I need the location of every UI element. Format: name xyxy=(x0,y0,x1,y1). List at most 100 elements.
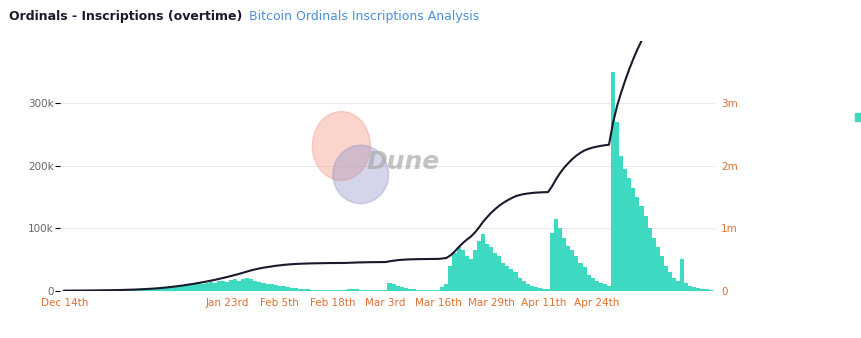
Bar xyxy=(160,287,164,291)
Bar xyxy=(420,290,424,291)
Bar xyxy=(367,290,371,291)
Bar xyxy=(623,169,628,291)
Bar xyxy=(253,281,257,291)
Text: Bitcoin Ordinals Inscriptions Analysis: Bitcoin Ordinals Inscriptions Analysis xyxy=(241,10,480,23)
Bar xyxy=(534,287,538,291)
Bar xyxy=(513,272,517,291)
Bar xyxy=(119,290,123,291)
Bar xyxy=(473,250,477,291)
Bar xyxy=(213,283,217,291)
Bar xyxy=(704,289,709,291)
Bar xyxy=(265,284,269,291)
Bar xyxy=(168,286,172,291)
Bar xyxy=(392,284,395,291)
Bar xyxy=(262,283,265,291)
Bar xyxy=(347,289,351,291)
Bar xyxy=(468,260,473,291)
Bar xyxy=(408,289,412,291)
Bar xyxy=(139,289,144,291)
Bar xyxy=(278,286,282,291)
Bar xyxy=(90,290,95,291)
Bar xyxy=(432,290,437,291)
Bar xyxy=(156,288,160,291)
Bar xyxy=(220,281,225,291)
Bar xyxy=(583,267,586,291)
Bar xyxy=(603,284,607,291)
Bar xyxy=(505,266,510,291)
Bar xyxy=(115,290,119,291)
Bar xyxy=(489,247,493,291)
Bar xyxy=(294,288,298,291)
Ellipse shape xyxy=(333,145,388,203)
Bar xyxy=(562,238,567,291)
Bar xyxy=(424,290,428,291)
Bar xyxy=(132,289,135,291)
Bar xyxy=(485,244,489,291)
Bar xyxy=(530,286,534,291)
Bar xyxy=(664,266,668,291)
Bar xyxy=(326,290,331,291)
Bar xyxy=(611,72,615,291)
Bar xyxy=(147,288,152,291)
Bar xyxy=(692,287,697,291)
Bar xyxy=(250,280,253,291)
Bar xyxy=(307,289,310,291)
Bar xyxy=(400,287,404,291)
Bar xyxy=(184,284,189,291)
Bar xyxy=(331,290,335,291)
Bar xyxy=(656,247,660,291)
Text: Ordinals - Inscriptions (overtime): Ordinals - Inscriptions (overtime) xyxy=(9,10,242,23)
Bar xyxy=(319,290,322,291)
Bar xyxy=(538,288,542,291)
Bar xyxy=(525,284,530,291)
Bar xyxy=(245,278,250,291)
Bar xyxy=(668,272,672,291)
Bar xyxy=(225,282,229,291)
Bar xyxy=(709,290,713,291)
Bar xyxy=(579,263,583,291)
Bar xyxy=(672,278,676,291)
Bar xyxy=(75,290,78,291)
Bar xyxy=(640,206,643,291)
Bar xyxy=(302,289,307,291)
Bar xyxy=(229,280,233,291)
Text: Dune: Dune xyxy=(367,150,440,174)
Bar xyxy=(628,178,631,291)
Bar xyxy=(570,250,574,291)
Bar xyxy=(144,289,147,291)
Bar xyxy=(164,287,168,291)
Bar xyxy=(631,188,635,291)
Bar xyxy=(237,281,241,291)
Bar xyxy=(660,256,664,291)
Legend: Daily_Inscriptions, Total_Inscriptions: Daily_Inscriptions, Total_Inscriptions xyxy=(851,108,861,146)
Bar xyxy=(363,290,367,291)
Bar xyxy=(493,253,497,291)
Bar xyxy=(542,289,546,291)
Bar xyxy=(351,289,355,291)
Bar xyxy=(286,287,290,291)
Bar xyxy=(510,269,513,291)
Bar xyxy=(99,290,103,291)
Bar xyxy=(684,283,688,291)
Bar xyxy=(449,266,453,291)
Bar xyxy=(477,241,481,291)
Bar xyxy=(501,263,505,291)
Bar xyxy=(558,228,562,291)
Bar xyxy=(290,288,294,291)
Bar xyxy=(453,253,456,291)
Bar xyxy=(635,197,640,291)
Bar xyxy=(550,233,554,291)
Bar xyxy=(416,290,420,291)
Bar xyxy=(404,288,408,291)
Bar xyxy=(205,283,208,291)
Bar xyxy=(497,256,501,291)
Bar xyxy=(440,287,444,291)
Bar xyxy=(700,289,704,291)
Bar xyxy=(180,285,184,291)
Bar xyxy=(189,285,192,291)
Bar xyxy=(395,286,400,291)
Bar xyxy=(680,260,684,291)
Bar xyxy=(465,256,468,291)
Bar xyxy=(127,290,132,291)
Bar xyxy=(598,283,603,291)
